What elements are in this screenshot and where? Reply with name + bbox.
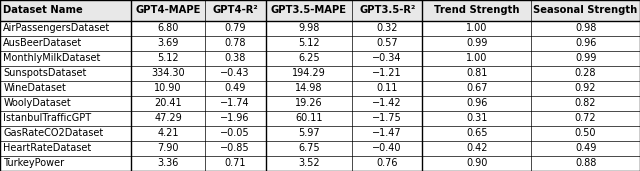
- Bar: [0, 66, 640, 81]
- Text: AusBeerDataset: AusBeerDataset: [3, 38, 83, 48]
- Text: 0.92: 0.92: [575, 83, 596, 93]
- Text: 0.79: 0.79: [225, 23, 246, 33]
- Text: 0.96: 0.96: [466, 98, 488, 108]
- Text: 0.28: 0.28: [575, 68, 596, 78]
- Text: WoolyDataset: WoolyDataset: [3, 98, 71, 108]
- Text: 0.32: 0.32: [376, 23, 398, 33]
- Text: 3.36: 3.36: [157, 159, 179, 168]
- Text: IstanbulTrafficGPT: IstanbulTrafficGPT: [3, 113, 92, 123]
- Text: 9.98: 9.98: [298, 23, 319, 33]
- Text: −0.85: −0.85: [220, 143, 250, 153]
- Text: GPT3.5-R²: GPT3.5-R²: [359, 5, 415, 15]
- Text: 0.71: 0.71: [225, 159, 246, 168]
- Text: 10.90: 10.90: [154, 83, 182, 93]
- Text: Seasonal Strength: Seasonal Strength: [534, 5, 637, 15]
- Bar: [0, 36, 640, 51]
- Text: 0.38: 0.38: [225, 53, 246, 63]
- Text: 14.98: 14.98: [295, 83, 323, 93]
- Text: SunspotsDataset: SunspotsDataset: [3, 68, 86, 78]
- Text: 0.67: 0.67: [466, 83, 488, 93]
- Text: −1.75: −1.75: [372, 113, 402, 123]
- Text: −1.42: −1.42: [372, 98, 402, 108]
- Text: MonthlyMilkDataset: MonthlyMilkDataset: [3, 53, 100, 63]
- Bar: [0, 0, 640, 21]
- Text: GasRateCO2Dataset: GasRateCO2Dataset: [3, 128, 104, 138]
- Text: 0.82: 0.82: [575, 98, 596, 108]
- Text: 0.81: 0.81: [466, 68, 488, 78]
- Bar: [0, 51, 640, 66]
- Text: 0.65: 0.65: [466, 128, 488, 138]
- Text: 1.00: 1.00: [466, 53, 488, 63]
- Text: 0.11: 0.11: [376, 83, 398, 93]
- Text: 6.80: 6.80: [157, 23, 179, 33]
- Text: 334.30: 334.30: [151, 68, 185, 78]
- Text: 0.78: 0.78: [225, 38, 246, 48]
- Text: 0.88: 0.88: [575, 159, 596, 168]
- Text: 0.98: 0.98: [575, 23, 596, 33]
- Text: AirPassengersDataset: AirPassengersDataset: [3, 23, 111, 33]
- Text: 0.99: 0.99: [575, 53, 596, 63]
- Text: 5.12: 5.12: [157, 53, 179, 63]
- Text: 20.41: 20.41: [154, 98, 182, 108]
- Text: −0.43: −0.43: [220, 68, 250, 78]
- Text: 5.97: 5.97: [298, 128, 319, 138]
- Bar: [0, 81, 640, 96]
- Text: 3.52: 3.52: [298, 159, 319, 168]
- Text: 6.75: 6.75: [298, 143, 319, 153]
- Text: −0.40: −0.40: [372, 143, 402, 153]
- Bar: [0, 156, 640, 171]
- Text: 7.90: 7.90: [157, 143, 179, 153]
- Text: 0.49: 0.49: [225, 83, 246, 93]
- Bar: [0, 96, 640, 111]
- Text: 0.90: 0.90: [466, 159, 488, 168]
- Text: −1.96: −1.96: [220, 113, 250, 123]
- Text: 0.99: 0.99: [466, 38, 488, 48]
- Text: HeartRateDataset: HeartRateDataset: [3, 143, 92, 153]
- Text: Trend Strength: Trend Strength: [434, 5, 520, 15]
- Text: 6.25: 6.25: [298, 53, 319, 63]
- Text: Dataset Name: Dataset Name: [3, 5, 83, 15]
- Text: 19.26: 19.26: [295, 98, 323, 108]
- Text: GPT3.5-MAPE: GPT3.5-MAPE: [271, 5, 347, 15]
- Text: 60.11: 60.11: [295, 113, 323, 123]
- Text: 0.31: 0.31: [466, 113, 488, 123]
- Text: 0.96: 0.96: [575, 38, 596, 48]
- Text: −1.47: −1.47: [372, 128, 402, 138]
- Text: 4.21: 4.21: [157, 128, 179, 138]
- Bar: [0, 111, 640, 126]
- Text: 0.50: 0.50: [575, 128, 596, 138]
- Text: −1.74: −1.74: [220, 98, 250, 108]
- Text: −0.34: −0.34: [372, 53, 402, 63]
- Text: 47.29: 47.29: [154, 113, 182, 123]
- Bar: [0, 21, 640, 36]
- Text: 1.00: 1.00: [466, 23, 488, 33]
- Text: 0.72: 0.72: [575, 113, 596, 123]
- Text: 0.42: 0.42: [466, 143, 488, 153]
- Text: 3.69: 3.69: [157, 38, 179, 48]
- Text: GPT4-R²: GPT4-R²: [212, 5, 258, 15]
- Text: TurkeyPower: TurkeyPower: [3, 159, 65, 168]
- Text: 0.76: 0.76: [376, 159, 398, 168]
- Text: 194.29: 194.29: [292, 68, 326, 78]
- Text: 5.12: 5.12: [298, 38, 319, 48]
- Text: 0.49: 0.49: [575, 143, 596, 153]
- Text: 0.57: 0.57: [376, 38, 398, 48]
- Text: −0.05: −0.05: [220, 128, 250, 138]
- Bar: [0, 141, 640, 156]
- Text: GPT4-MAPE: GPT4-MAPE: [135, 5, 201, 15]
- Bar: [0, 126, 640, 141]
- Text: −1.21: −1.21: [372, 68, 402, 78]
- Text: WineDataset: WineDataset: [3, 83, 66, 93]
